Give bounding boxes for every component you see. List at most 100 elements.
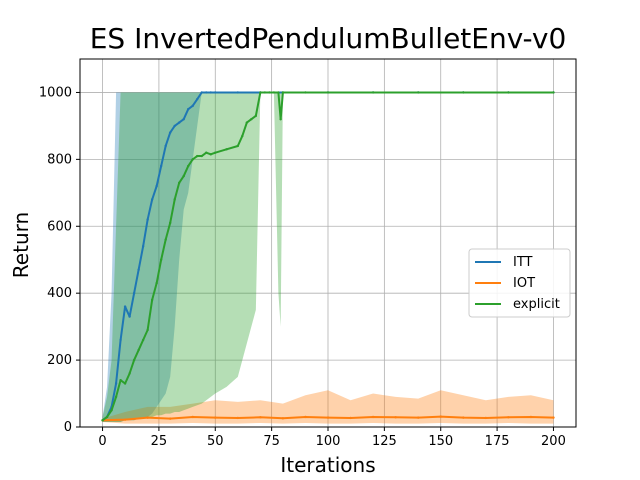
data-point-explicit — [114, 395, 118, 399]
data-point-iot — [462, 416, 465, 419]
data-point-iot — [259, 416, 262, 419]
plot-area: 0 25 50 75 100 125 150 175 200 0 200 400 600 800 1000 — [39, 58, 577, 449]
data-point-explicit — [214, 151, 217, 154]
y-tick-label: 400 — [47, 286, 72, 301]
data-point-itt — [119, 338, 122, 342]
legend-label-itt: ITT — [513, 255, 533, 270]
data-point-explicit — [178, 181, 181, 184]
data-point-explicit — [250, 118, 253, 121]
data-point-itt — [168, 131, 172, 134]
y-tick-label: 600 — [47, 219, 72, 234]
data-point-itt — [196, 97, 199, 101]
x-tick-label: 125 — [372, 434, 397, 449]
legend-label-iot: IOT — [513, 276, 535, 291]
data-point-explicit — [254, 114, 258, 118]
data-point-explicit — [182, 174, 185, 178]
chart-title: ES InvertedPendulumBulletEnv-v0 — [90, 22, 567, 55]
data-point-itt — [137, 268, 140, 271]
data-point-itt — [123, 305, 127, 308]
data-point-explicit — [110, 409, 113, 412]
y-tick-label: 1000 — [39, 85, 72, 100]
data-point-itt — [191, 104, 194, 108]
data-point-explicit — [155, 281, 158, 285]
x-tick-label: 200 — [541, 434, 566, 449]
x-tick-label: 25 — [151, 434, 168, 449]
data-point-itt — [205, 91, 208, 94]
data-point-explicit — [277, 91, 280, 94]
data-point-explicit — [209, 153, 212, 156]
data-point-explicit — [132, 358, 136, 362]
data-point-iot — [349, 416, 352, 420]
data-point-itt — [164, 144, 167, 148]
data-point-explicit — [241, 134, 244, 138]
data-point-iot — [191, 415, 194, 419]
data-point-explicit — [123, 382, 127, 385]
data-point-itt — [146, 218, 149, 221]
data-point-explicit — [141, 338, 145, 342]
legend: ITT IOT explicit — [468, 248, 571, 318]
data-point-explicit — [279, 118, 282, 121]
data-point-explicit — [146, 328, 149, 332]
data-point-iot — [123, 418, 127, 421]
data-point-explicit — [259, 91, 262, 94]
data-point-explicit — [462, 91, 465, 94]
data-point-itt — [214, 91, 217, 94]
data-point-iot — [416, 416, 420, 419]
data-point-explicit — [205, 151, 208, 154]
data-point-explicit — [173, 198, 176, 201]
x-tick-label: 150 — [428, 434, 453, 449]
data-point-itt — [187, 107, 190, 111]
data-point-iot — [371, 415, 375, 419]
x-axis-label: Iterations — [280, 453, 375, 477]
data-point-iot — [326, 416, 330, 419]
y-axis-label: Return — [9, 212, 33, 278]
data-point-iot — [552, 416, 555, 419]
x-tick-label: 0 — [98, 434, 106, 449]
data-point-explicit — [281, 91, 285, 94]
x-tick-label: 50 — [207, 434, 224, 449]
confidence-band-itt — [102, 92, 554, 422]
data-point-itt — [236, 91, 240, 94]
x-tick-label: 100 — [316, 434, 341, 449]
data-point-explicit — [236, 144, 240, 148]
data-point-explicit — [137, 348, 140, 352]
data-point-explicit — [263, 91, 267, 94]
series-line-explicit — [101, 91, 554, 422]
data-point-explicit — [187, 164, 190, 168]
data-point-itt — [141, 245, 145, 248]
data-point-explicit — [225, 148, 228, 151]
data-point-iot — [484, 416, 488, 420]
data-point-iot — [146, 416, 149, 419]
data-point-explicit — [507, 91, 510, 94]
x-tick-label: 175 — [485, 434, 510, 449]
data-point-iot — [214, 416, 217, 419]
data-point-itt — [200, 91, 203, 94]
data-point-explicit — [304, 91, 307, 94]
confidence-band-explicit — [102, 92, 554, 422]
data-point-explicit — [268, 91, 271, 94]
data-point-explicit — [326, 91, 330, 94]
data-point-itt — [114, 382, 118, 385]
data-point-iot — [394, 416, 397, 419]
data-point-itt — [182, 118, 185, 121]
data-point-explicit — [119, 378, 122, 382]
data-point-explicit — [128, 372, 131, 375]
data-point-itt — [209, 91, 212, 94]
data-point-itt — [173, 124, 176, 128]
data-point-iot — [168, 417, 172, 420]
x-tick-label: 75 — [263, 434, 280, 449]
data-point-iot — [281, 417, 285, 420]
y-tick-label: 0 — [64, 420, 72, 435]
data-point-explicit — [168, 221, 172, 225]
y-tick-label: 200 — [47, 353, 72, 368]
data-point-explicit — [245, 121, 249, 124]
data-point-iot — [236, 416, 240, 420]
data-point-explicit — [272, 91, 276, 94]
confidence-band-iot — [102, 390, 554, 424]
data-point-explicit — [200, 154, 203, 158]
data-point-itt — [150, 198, 154, 201]
data-point-iot — [507, 416, 510, 419]
legend-box — [468, 248, 571, 318]
